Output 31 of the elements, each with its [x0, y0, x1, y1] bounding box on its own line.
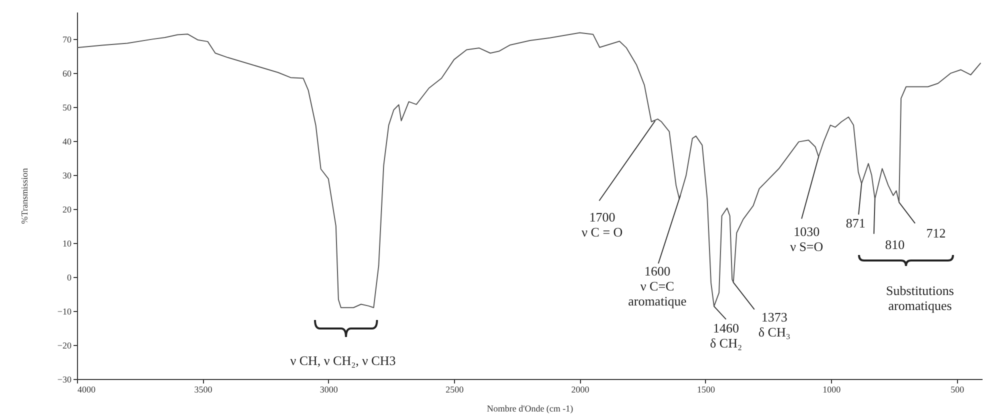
- annotation: 1030 ν S=O: [790, 224, 824, 254]
- x-tick-label: 500: [950, 384, 965, 394]
- y-tick-label: 70: [62, 34, 72, 45]
- y-tick-label: 20: [62, 204, 72, 215]
- y-tick-label: 30: [62, 170, 72, 181]
- annotation: 712: [926, 225, 946, 240]
- x-tick-label: 1000: [822, 384, 842, 394]
- y-tick-label: 50: [62, 102, 72, 113]
- y-tick-label: 60: [62, 68, 72, 79]
- annotation: 1700 ν C = O: [582, 210, 623, 240]
- y-tick-label: −10: [57, 306, 72, 317]
- annotation: 1373 δ CH₃: [758, 309, 790, 340]
- x-tick-label: 2500: [446, 384, 464, 394]
- annotation: 871: [846, 216, 866, 231]
- annotation: ν CH, ν CH₂, ν CH3: [290, 353, 396, 368]
- annotation: Substitutions aromatiques: [886, 283, 954, 313]
- y-tick-label: −30: [57, 374, 72, 384]
- y-axis-title: %Transmission: [19, 168, 30, 224]
- x-tick-label: 1500: [696, 384, 716, 394]
- annotation: 1600 ν C=C aromatique: [628, 264, 687, 308]
- y-tick-label: 0: [67, 272, 72, 283]
- annotation: 810: [885, 236, 905, 252]
- x-tick-label: 3000: [320, 384, 338, 394]
- x-axis-title: Nombre d'Onde (cm -1): [486, 404, 574, 414]
- x-tick-label: 3500: [194, 384, 213, 394]
- y-tick-label: 10: [62, 238, 72, 249]
- x-tick-label: 4000: [78, 384, 96, 394]
- y-tick-label: 40: [62, 136, 72, 147]
- annotation: 1460 δ CH₂: [710, 320, 742, 350]
- y-tick-label: −20: [57, 340, 72, 351]
- x-tick-label: 2000: [571, 384, 590, 394]
